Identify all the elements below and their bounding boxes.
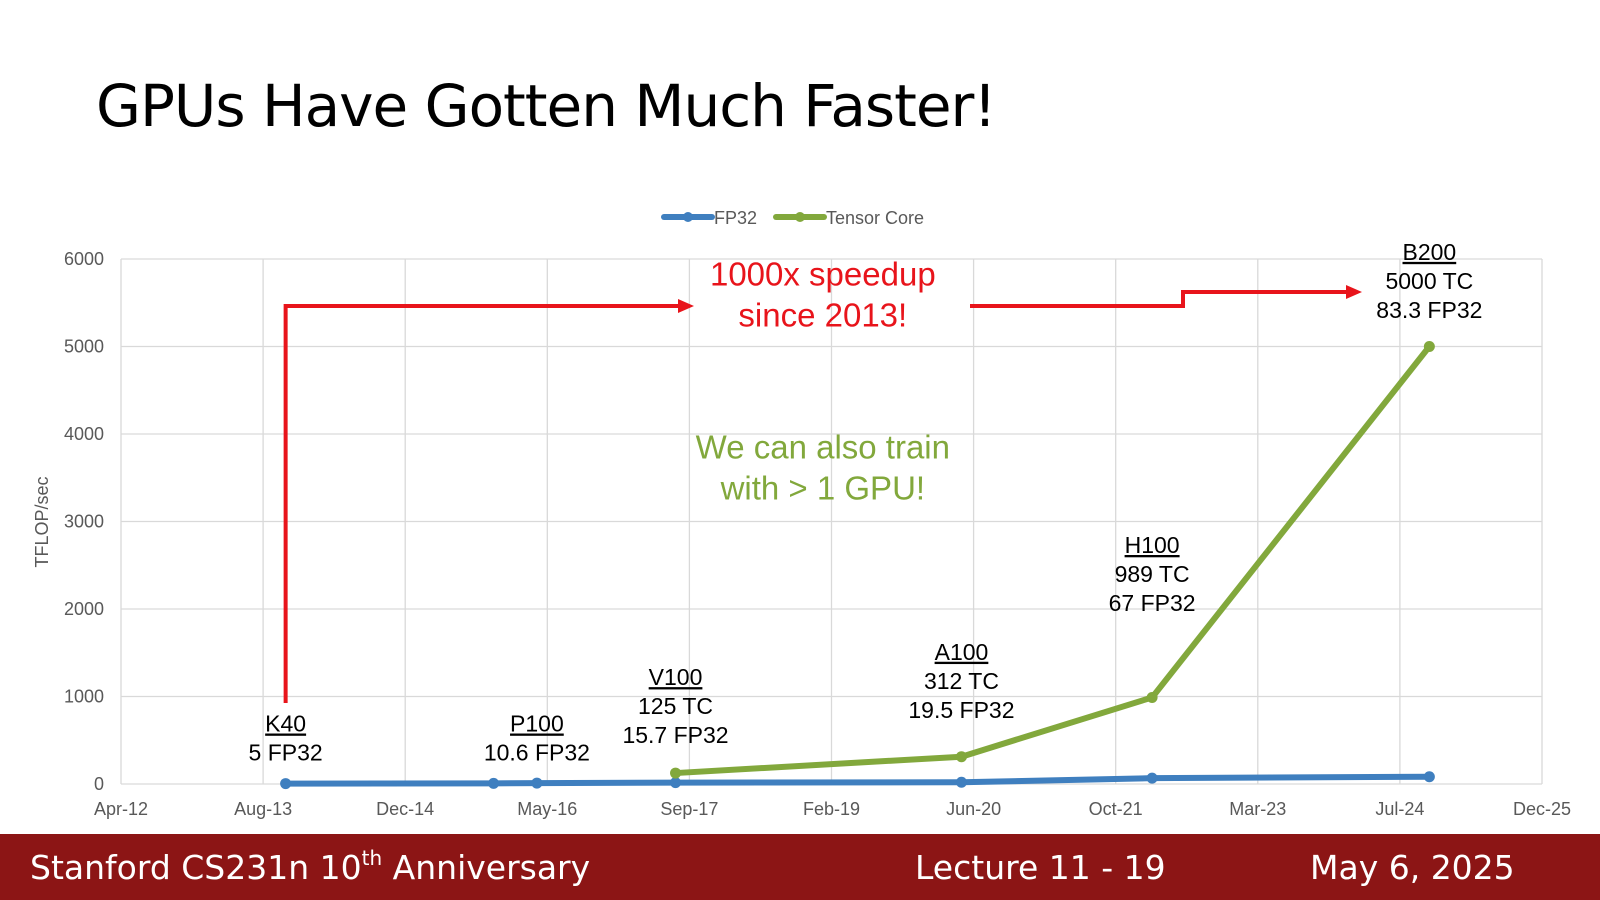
legend-item: Tensor Core (773, 208, 924, 228)
x-tick-label: Dec-14 (376, 799, 434, 819)
footer-course-prefix: Stanford CS231n 10 (30, 848, 362, 887)
footer-course-suffix: Anniversary (382, 848, 591, 887)
legend-label: FP32 (714, 208, 757, 228)
x-tick-label: Oct-21 (1089, 799, 1143, 819)
gpu-name: P100 (510, 711, 564, 737)
speedup-arrow-right (970, 290, 1348, 308)
data-point (488, 777, 500, 789)
annotation-multi-gpu: We can also train with > 1 GPU! (696, 429, 950, 507)
legend-label: Tensor Core (826, 208, 924, 228)
x-tick-label: Apr-12 (94, 799, 148, 819)
data-point (1423, 341, 1435, 352)
speedup-arrow-left (283, 304, 680, 703)
series-lines (280, 341, 1435, 790)
gpu-labels: K40 5 FP32 P100 10.6 FP32 V100 125 TC 15.7 FP3… (249, 239, 1483, 766)
data-point (670, 777, 682, 789)
annotation-line: 1000x speedup (710, 255, 936, 292)
y-tick-label: 1000 (64, 687, 104, 707)
data-point (1146, 772, 1158, 784)
gpu-name: V100 (649, 664, 703, 690)
x-tick-label: May-16 (517, 799, 577, 819)
footer-lecture: Lecture 11 - 19 (915, 848, 1166, 887)
data-point (1423, 771, 1435, 783)
annotations: 1000x speedup since 2013! We can also trai… (696, 255, 950, 506)
tflops-line-chart: 0 1000 2000 3000 4000 5000 6000 Apr-12 Aug-13 De… (32, 208, 1571, 819)
y-tick-label: 4000 (64, 424, 104, 444)
x-tick-label: Jun-20 (946, 799, 1001, 819)
gpu-label-k40: K40 5 FP32 (249, 711, 323, 766)
legend: FP32 Tensor Core (661, 208, 924, 228)
gridlines (120, 258, 1543, 785)
legend-item: FP32 (661, 208, 757, 228)
x-tick-label: Aug-13 (234, 799, 292, 819)
gpu-label-v100: V100 125 TC 15.7 FP32 (622, 664, 728, 748)
gpu-spec: 5000 TC (1385, 268, 1473, 294)
annotation-line: with > 1 GPU! (720, 470, 926, 507)
gpu-label-p100: P100 10.6 FP32 (484, 711, 590, 766)
data-point (955, 751, 967, 763)
gpu-spec: 125 TC (638, 693, 713, 719)
y-tick-label: 2000 (64, 599, 104, 619)
gpu-spec: 15.7 FP32 (622, 722, 728, 748)
gpu-name: B200 (1403, 239, 1457, 265)
speedup-arrows (283, 285, 1362, 703)
annotation-speedup: 1000x speedup since 2013! (710, 255, 936, 333)
footer-course-sup: th (361, 846, 383, 870)
gpu-name: H100 (1125, 532, 1180, 558)
gpu-spec: 19.5 FP32 (908, 697, 1014, 723)
gpu-spec: 10.6 FP32 (484, 740, 590, 766)
gpu-name: A100 (935, 639, 989, 665)
y-tick-label: 5000 (64, 337, 104, 357)
gpu-label-b200: B200 5000 TC 83.3 FP32 (1376, 239, 1482, 323)
gpu-spec: 67 FP32 (1109, 590, 1196, 616)
footer-course: Stanford CS231n 10th Anniversary (30, 848, 590, 887)
gpu-name: K40 (265, 711, 306, 737)
arrowhead-icon (1346, 285, 1362, 299)
data-point (955, 776, 967, 788)
arrowhead-icon (678, 299, 694, 313)
x-axis-ticks: Apr-12 Aug-13 Dec-14 May-16 Sep-17 Feb-19 Jun-… (94, 799, 1571, 819)
data-point (531, 777, 543, 789)
footer-date: May 6, 2025 (1310, 848, 1515, 887)
footer-bar: Stanford CS231n 10th Anniversary Lecture… (0, 834, 1600, 900)
y-tick-label: 6000 (64, 249, 104, 269)
annotation-line: We can also train (696, 429, 950, 466)
legend-marker (795, 212, 805, 222)
y-tick-label: 0 (94, 774, 104, 794)
x-tick-label: Dec-25 (1513, 799, 1571, 819)
gpu-spec: 83.3 FP32 (1376, 297, 1482, 323)
data-point (670, 767, 682, 779)
data-point (280, 778, 292, 790)
gpu-spec: 989 TC (1115, 561, 1190, 587)
x-tick-label: Feb-19 (803, 799, 860, 819)
gpu-spec: 312 TC (924, 668, 999, 694)
y-axis-label: TFLOP/sec (32, 476, 52, 567)
annotation-line: since 2013! (738, 296, 907, 333)
gpu-label-h100: H100 989 TC 67 FP32 (1109, 532, 1196, 616)
x-tick-label: Sep-17 (660, 799, 718, 819)
legend-marker (683, 212, 693, 222)
data-point (1146, 691, 1158, 703)
gpu-spec: 5 FP32 (249, 740, 323, 766)
gpu-label-a100: A100 312 TC 19.5 FP32 (908, 639, 1014, 723)
x-tick-label: Mar-23 (1229, 799, 1286, 819)
series-line-tensor-core (672, 343, 1433, 777)
x-tick-label: Jul-24 (1375, 799, 1424, 819)
slide-title: GPUs Have Gotten Much Faster! (96, 72, 997, 140)
y-tick-label: 3000 (64, 512, 104, 532)
y-axis-ticks: 0 1000 2000 3000 4000 5000 6000 (64, 249, 104, 794)
